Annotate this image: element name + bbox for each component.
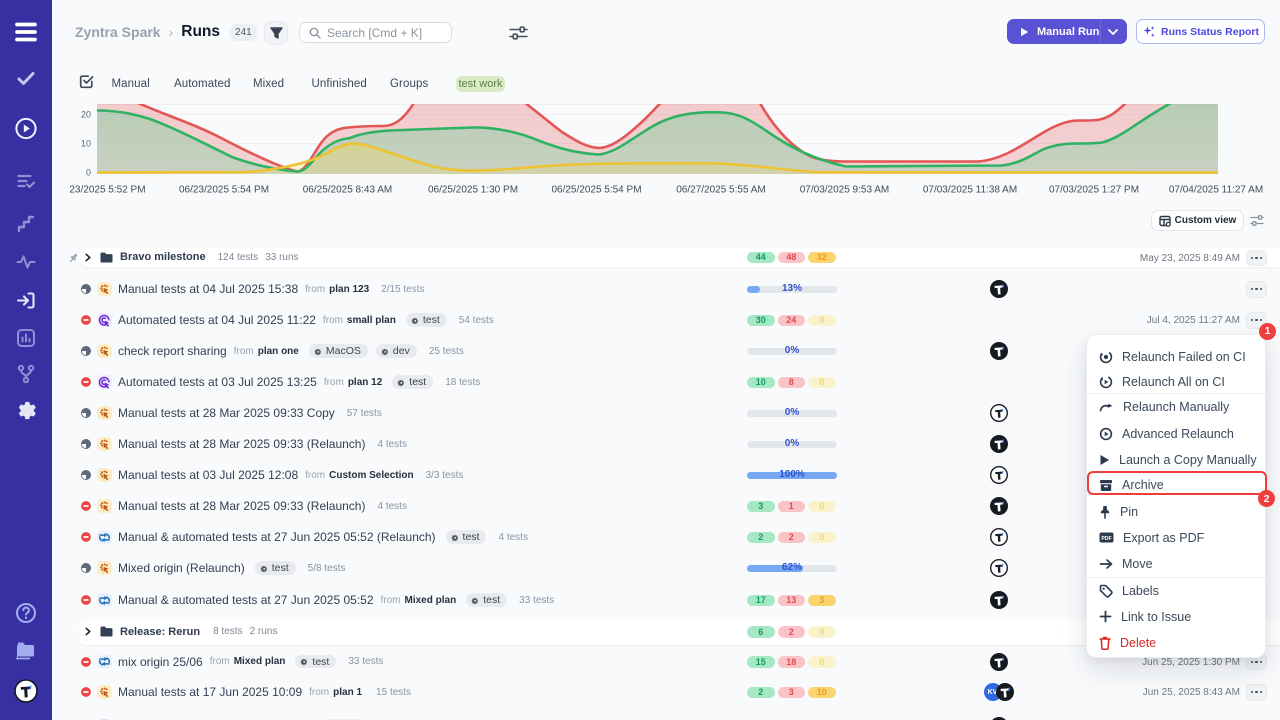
- svg-text:PDF: PDF: [1101, 536, 1111, 542]
- svg-text:07/04/2025 11:27 AM: 07/04/2025 11:27 AM: [1169, 185, 1263, 196]
- svg-text:06/25/2025 1:30 PM: 06/25/2025 1:30 PM: [428, 185, 518, 196]
- svg-text:06/23/2025 5:54 PM: 06/23/2025 5:54 PM: [179, 185, 269, 196]
- svg-text:06/25/2025 5:54 PM: 06/25/2025 5:54 PM: [551, 185, 641, 196]
- svg-text:07/03/2025 9:53 AM: 07/03/2025 9:53 AM: [800, 185, 890, 196]
- svg-text:10: 10: [81, 139, 91, 149]
- svg-text:07/03/2025 11:38 AM: 07/03/2025 11:38 AM: [923, 185, 1017, 196]
- svg-text:06/27/2025 5:55 AM: 06/27/2025 5:55 AM: [676, 185, 766, 196]
- svg-text:06/25/2025 8:43 AM: 06/25/2025 8:43 AM: [303, 185, 393, 196]
- svg-text:0: 0: [86, 168, 91, 178]
- svg-text:06/23/2025 5:52 PM: 06/23/2025 5:52 PM: [70, 185, 146, 196]
- svg-text:07/03/2025 1:27 PM: 07/03/2025 1:27 PM: [1049, 185, 1139, 196]
- svg-text:20: 20: [81, 110, 91, 120]
